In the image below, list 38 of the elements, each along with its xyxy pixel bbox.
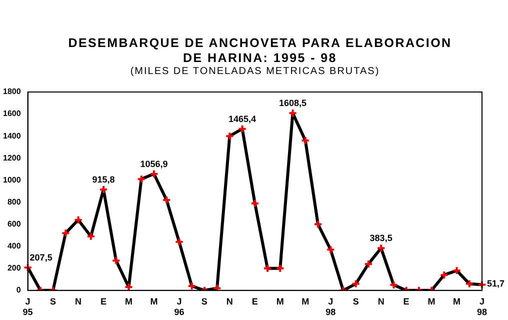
y-tick-label: 1400	[3, 131, 22, 140]
y-tick-label: 1200	[3, 153, 22, 162]
y-tick-label: 0	[16, 286, 22, 295]
x-tick-label: E	[403, 296, 410, 306]
x-tick-label: E	[252, 296, 258, 306]
data-label: 383,5	[370, 233, 392, 244]
data-label: 1465,4	[228, 114, 256, 124]
x-tick-label: M	[124, 296, 132, 306]
data-label: 915,8	[92, 174, 115, 184]
x-tick-label: M	[150, 296, 158, 306]
x-tick-label: E	[100, 296, 107, 306]
x-tick-label: S	[50, 296, 56, 306]
x-tick-label: S	[352, 296, 359, 306]
x-tick-label: N	[226, 296, 233, 306]
x-tick-label: M	[276, 296, 284, 306]
x-tick-label: J 98	[326, 296, 336, 318]
data-label: 207,5	[30, 252, 52, 263]
data-label: 1608,5	[278, 98, 307, 108]
y-tick-label: 600	[7, 219, 22, 228]
data-label: 1056,9	[140, 158, 168, 169]
x-tick-label: M	[428, 296, 436, 306]
x-tick-label: M	[453, 296, 461, 306]
x-tick-label: M	[302, 296, 310, 306]
x-tick-label: S	[201, 296, 208, 306]
y-tick-label: 800	[7, 197, 22, 206]
x-tick-label: J 96	[174, 296, 184, 318]
data-label: 51,7	[487, 278, 505, 289]
x-tick-label: N	[378, 296, 384, 306]
chart-subtitle: (MILES DE TONELADAS METRICAS BRUTAS)	[129, 66, 381, 77]
y-tick-label: 1800	[3, 87, 22, 96]
chart-title: DESEMBARQUE DE ANCHOVETA PARA ELABORACION DE HARINA: 1995 - 98	[67, 36, 453, 66]
y-tick-label: 400	[7, 242, 22, 251]
y-tick-label: 200	[7, 264, 22, 273]
x-tick-label: N	[75, 296, 82, 306]
x-tick-label: J 95	[22, 296, 33, 318]
y-tick-label: 1600	[3, 109, 22, 118]
x-tick-label: J 98	[476, 296, 488, 318]
y-tick-label: 1000	[3, 175, 22, 184]
